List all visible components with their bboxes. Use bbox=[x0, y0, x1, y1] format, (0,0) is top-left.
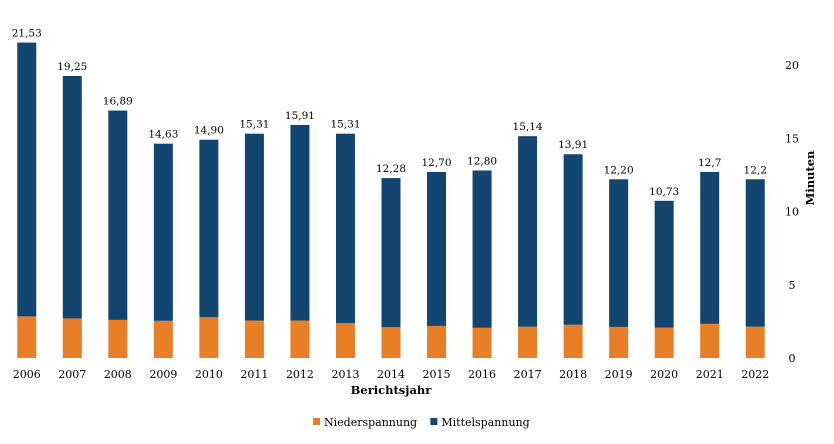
x-tick-label-2015: 2015 bbox=[423, 368, 451, 381]
bar-niederspannung-2014 bbox=[381, 327, 401, 359]
x-tick-label-2016: 2016 bbox=[468, 368, 496, 381]
bar-mittelspannung-2016 bbox=[472, 170, 492, 328]
x-tick-label-2009: 2009 bbox=[149, 368, 177, 381]
bar-mittelspannung-2020 bbox=[654, 200, 674, 328]
bar-niederspannung-2015 bbox=[427, 325, 447, 358]
total-label-2015: 12,70 bbox=[421, 157, 451, 169]
bar-mittelspannung-2018 bbox=[563, 154, 583, 325]
total-label-2010: 14,90 bbox=[194, 125, 224, 137]
x-tick-labels-group: 2006 2007 2008 2009 2010 2011 2012 2013 2014 2015… bbox=[13, 368, 769, 381]
x-tick-label-2017: 2017 bbox=[514, 368, 542, 381]
legend-label-niederspannung: Niederspannung bbox=[324, 416, 417, 429]
bar-niederspannung-2009 bbox=[153, 320, 173, 358]
x-tick-label-2008: 2008 bbox=[104, 368, 132, 381]
bar-mittelspannung-2015 bbox=[427, 171, 447, 326]
x-tick-label-2012: 2012 bbox=[286, 368, 314, 381]
bar-niederspannung-2022 bbox=[745, 326, 765, 358]
bar-mittelspannung-2011 bbox=[244, 133, 264, 321]
total-label-2022: 12,2 bbox=[744, 164, 767, 176]
legend: Niederspannung Mittelspannung bbox=[313, 416, 530, 429]
total-label-2021: 12,7 bbox=[698, 157, 721, 169]
bar-mittelspannung-2013 bbox=[335, 133, 355, 323]
bar-mittelspannung-2010 bbox=[199, 139, 219, 318]
y-tick-labels-group: 0 5 10 15 20 bbox=[785, 59, 799, 365]
x-tick-label-2021: 2021 bbox=[696, 368, 724, 381]
y-tick-label-20: 20 bbox=[785, 59, 799, 72]
bar-niederspannung-2021 bbox=[700, 323, 720, 358]
y-tick-label-5: 5 bbox=[789, 279, 796, 292]
total-label-2012: 15,91 bbox=[285, 110, 315, 122]
x-tick-label-2013: 2013 bbox=[331, 368, 359, 381]
x-tick-label-2011: 2011 bbox=[240, 368, 268, 381]
bar-niederspannung-2007 bbox=[62, 318, 82, 358]
bar-mittelspannung-2019 bbox=[609, 179, 629, 327]
x-tick-label-2018: 2018 bbox=[559, 368, 587, 381]
bar-niederspannung-2013 bbox=[335, 322, 355, 358]
y-tick-label-15: 15 bbox=[785, 132, 799, 145]
y-tick-label-10: 10 bbox=[785, 206, 799, 219]
bar-mittelspannung-2009 bbox=[153, 143, 173, 321]
x-tick-label-2019: 2019 bbox=[605, 368, 633, 381]
total-label-2017: 15,14 bbox=[513, 121, 543, 133]
total-label-2013: 15,31 bbox=[330, 119, 360, 131]
data-labels-group: 21,53 19,25 16,89 14,63 14,90 15,31 15,91 15,31… bbox=[12, 28, 767, 198]
y-tick-label-0: 0 bbox=[789, 352, 796, 365]
x-tick-label-2006: 2006 bbox=[13, 368, 41, 381]
bar-niederspannung-2008 bbox=[108, 319, 128, 358]
bar-niederspannung-2019 bbox=[609, 326, 629, 358]
legend-swatch-mittelspannung bbox=[430, 418, 438, 425]
total-label-2019: 12,20 bbox=[604, 164, 634, 176]
total-label-2018: 13,91 bbox=[558, 139, 588, 151]
legend-swatch-niederspannung bbox=[313, 418, 320, 425]
total-label-2016: 12,80 bbox=[467, 155, 497, 167]
bar-niederspannung-2020 bbox=[654, 327, 674, 358]
bar-mittelspannung-2021 bbox=[700, 171, 720, 324]
x-tick-label-2022: 2022 bbox=[741, 368, 769, 381]
y-axis-title: Minuten bbox=[803, 150, 817, 205]
bar-niederspannung-2012 bbox=[290, 320, 310, 358]
bar-mittelspannung-2006 bbox=[17, 42, 37, 317]
total-label-2009: 14,63 bbox=[148, 129, 178, 141]
legend-label-mittelspannung: Mittelspannung bbox=[441, 416, 529, 429]
bar-mittelspannung-2022 bbox=[745, 179, 765, 327]
total-label-2006: 21,53 bbox=[12, 28, 42, 40]
x-tick-label-2020: 2020 bbox=[650, 368, 678, 381]
bar-mittelspannung-2014 bbox=[381, 178, 401, 328]
total-label-2007: 19,25 bbox=[57, 61, 87, 73]
total-label-2008: 16,89 bbox=[103, 96, 133, 108]
bar-mittelspannung-2017 bbox=[518, 136, 538, 327]
x-tick-label-2014: 2014 bbox=[377, 368, 405, 381]
bar-niederspannung-2016 bbox=[472, 327, 492, 358]
bar-niederspannung-2006 bbox=[17, 316, 37, 358]
bar-mittelspannung-2008 bbox=[108, 110, 128, 320]
x-axis-title: Berichtsjahr bbox=[351, 383, 433, 397]
bar-mittelspannung-2012 bbox=[290, 124, 310, 321]
bar-niederspannung-2017 bbox=[518, 326, 538, 358]
bar-niederspannung-2010 bbox=[199, 317, 219, 358]
total-label-2011: 15,31 bbox=[239, 119, 269, 131]
total-label-2014: 12,28 bbox=[376, 163, 406, 175]
bar-niederspannung-2018 bbox=[563, 324, 583, 358]
x-tick-label-2010: 2010 bbox=[195, 368, 223, 381]
total-label-2020: 10,73 bbox=[649, 186, 679, 198]
bar-mittelspannung-2007 bbox=[62, 75, 82, 319]
bar-niederspannung-2011 bbox=[244, 320, 264, 358]
bars-group bbox=[17, 42, 765, 359]
x-tick-label-2007: 2007 bbox=[58, 368, 86, 381]
